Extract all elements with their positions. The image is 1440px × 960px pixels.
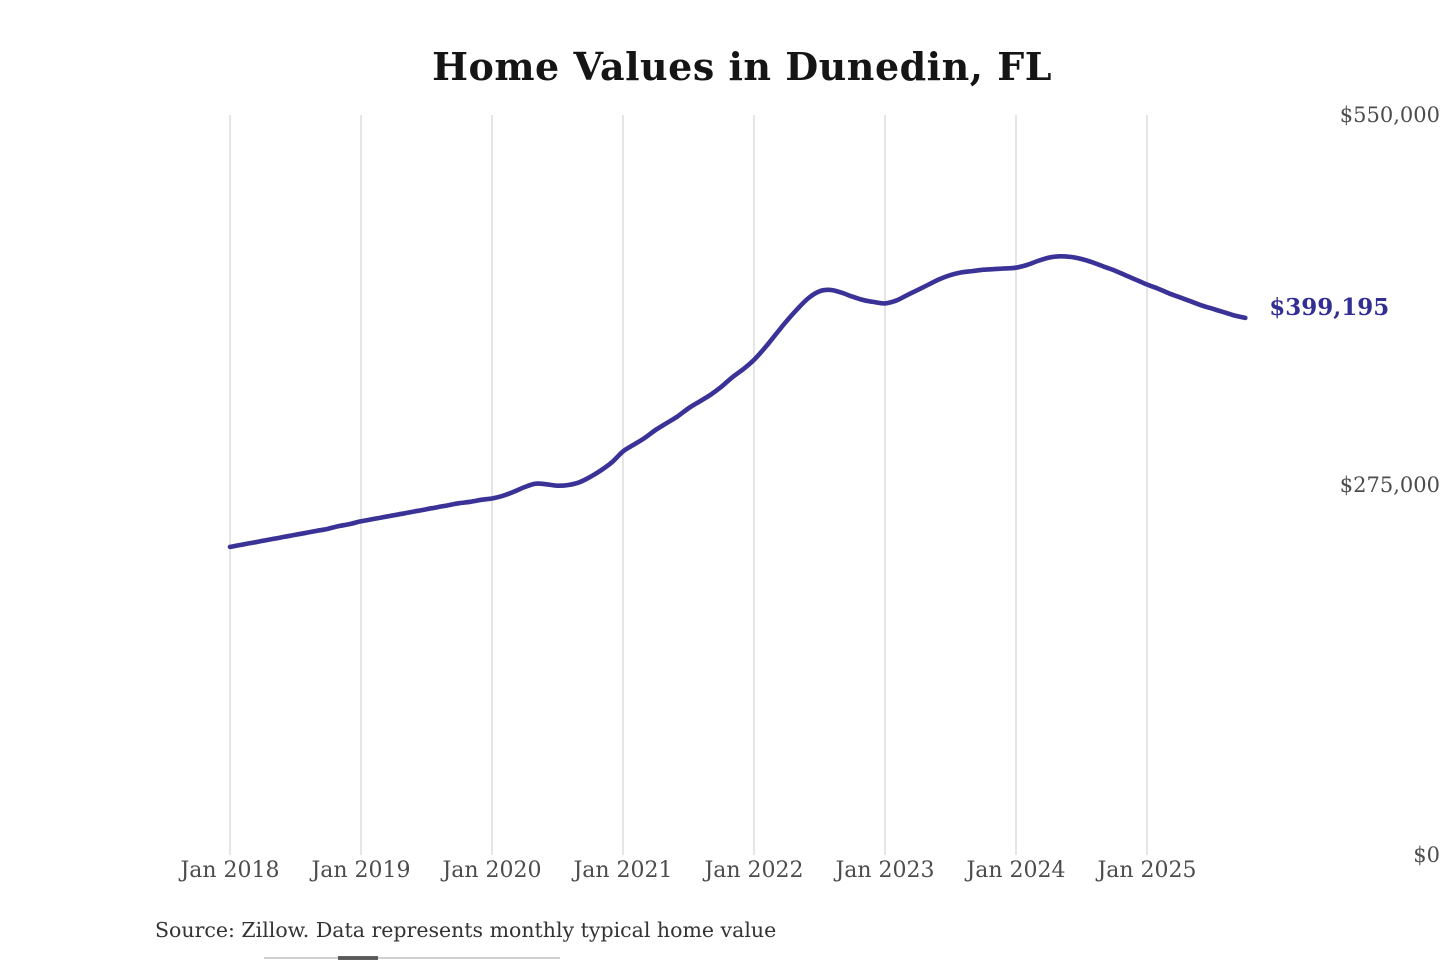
x-tick-label: Jan 2025 bbox=[1097, 858, 1197, 883]
x-tick-label: Jan 2021 bbox=[573, 858, 673, 883]
y-tick-label: $550,000 bbox=[1339, 103, 1440, 127]
x-tick-label: Jan 2019 bbox=[311, 858, 411, 883]
x-tick-label: Jan 2018 bbox=[180, 858, 280, 883]
y-tick-label: $0 bbox=[1413, 843, 1440, 867]
y-tick-label: $275,000 bbox=[1339, 473, 1440, 497]
x-tick-label: Jan 2020 bbox=[442, 858, 542, 883]
chart-title: Home Values in Dunedin, FL bbox=[432, 44, 1052, 89]
x-tick-label: Jan 2024 bbox=[966, 858, 1066, 883]
x-tick-label: Jan 2023 bbox=[835, 858, 935, 883]
gridline-group bbox=[229, 115, 1148, 855]
home-value-line bbox=[227, 253, 1248, 550]
x-tick-label: Jan 2022 bbox=[704, 858, 804, 883]
source-note: Source: Zillow. Data represents monthly … bbox=[155, 918, 777, 942]
latest-value-label: $399,195 bbox=[1269, 293, 1390, 321]
